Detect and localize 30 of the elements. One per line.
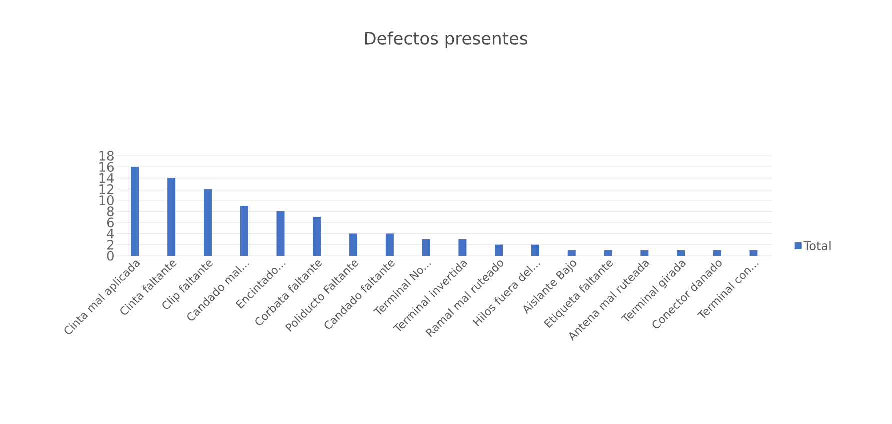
bar: [640, 250, 649, 256]
y-tick-label: 8: [107, 206, 114, 216]
bar: [168, 178, 176, 256]
bar: [422, 239, 430, 256]
y-tick-label: 10: [100, 196, 114, 206]
y-tick-label: 16: [100, 162, 114, 172]
bar: [531, 244, 540, 256]
bar: [713, 250, 722, 256]
y-tick-label: 2: [107, 240, 114, 250]
y-tick-label: 18: [100, 151, 114, 161]
bar: [568, 250, 576, 256]
chart-title: Defectos presentes: [365, 32, 528, 48]
bar: [313, 217, 322, 256]
bar: [204, 189, 212, 256]
bar: [131, 167, 140, 256]
bar: [604, 250, 612, 256]
y-tick-label: 12: [100, 184, 114, 194]
y-tick-label: 6: [107, 218, 114, 228]
y-tick-label: 4: [107, 229, 114, 239]
y-tick-label: 0: [107, 251, 114, 261]
y-tick-label: 14: [100, 173, 114, 183]
bar: [240, 206, 248, 256]
bar: [750, 250, 758, 256]
bar: [276, 212, 285, 256]
bar: [458, 239, 467, 256]
legend-label: Total: [804, 241, 831, 250]
bar: [495, 244, 504, 256]
bar: [350, 234, 358, 256]
bar: [386, 234, 394, 256]
bar: [677, 250, 686, 256]
